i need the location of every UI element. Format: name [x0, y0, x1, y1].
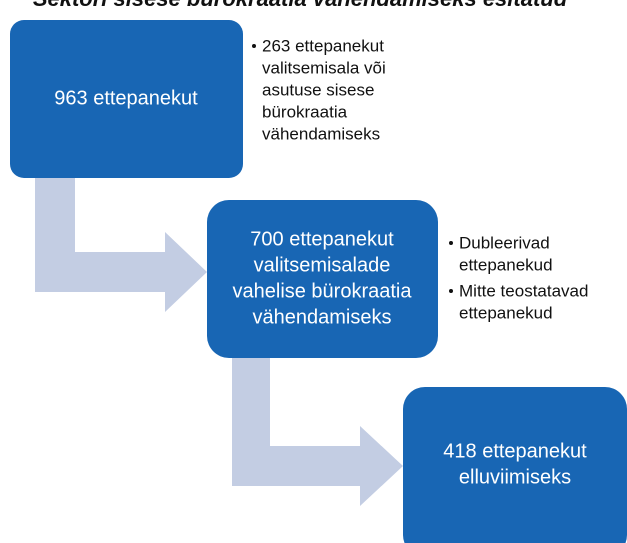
- note-text: 263 ettepanekut: [262, 36, 384, 55]
- node-label: vahelise bürokraatia: [233, 280, 413, 302]
- node-box: [10, 20, 243, 178]
- note-text: ettepanekud: [459, 303, 553, 322]
- note-text: vähendamiseks: [262, 124, 380, 143]
- node-label: valitsemisalade: [254, 254, 391, 276]
- note-text: ettepanekud: [459, 255, 553, 274]
- node-box: [207, 200, 438, 358]
- bullet: [449, 289, 453, 293]
- node-label: vähendamiseks: [253, 306, 392, 328]
- arrow: [35, 178, 207, 312]
- node-label: 700 ettepanekut: [250, 228, 394, 250]
- arrow: [232, 358, 403, 506]
- bullet: [252, 44, 256, 48]
- labels: 963 ettepanekut 700 ettepanekut valitsemis…: [54, 36, 588, 488]
- node-box: [403, 387, 627, 543]
- title: Sektori sisese bürokraatia vähendamiseks…: [33, 0, 568, 11]
- node-label: elluviimiseks: [459, 466, 571, 488]
- note-text: Dubleerivad: [459, 233, 550, 252]
- note-text: Mitte teostatavad: [459, 281, 588, 300]
- node-label: 963 ettepanekut: [54, 87, 198, 109]
- note-text: valitsemisala või: [262, 58, 386, 77]
- note-text: asutuse sisese: [262, 80, 374, 99]
- bullet: [449, 241, 453, 245]
- note-text: bürokraatia: [262, 102, 348, 121]
- node-label: 418 ettepanekut: [443, 440, 587, 462]
